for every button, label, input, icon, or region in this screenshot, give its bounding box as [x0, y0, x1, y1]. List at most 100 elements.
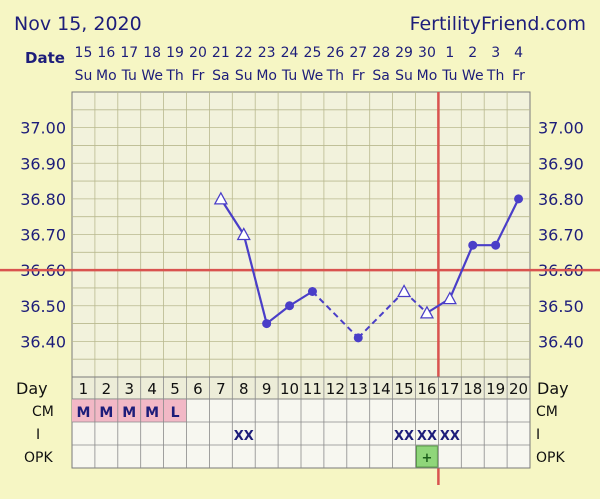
temperature-series	[213, 191, 524, 343]
date-label: 22	[235, 45, 253, 61]
cycle-day-number: 11	[303, 380, 322, 398]
temp-dashed-segment	[357, 290, 405, 339]
weekday-label: Tu	[121, 68, 137, 84]
y-tick-label-left: 37.00	[20, 119, 66, 138]
date-label: 3	[491, 45, 500, 61]
date-header: 15Su16Mo17Tu18We19Th20Fr21Sa22Su23Mo24Tu…	[75, 45, 526, 84]
cycle-day-number: 4	[147, 380, 157, 398]
date-label: 26	[326, 45, 344, 61]
weekday-label: Mo	[417, 68, 438, 84]
weekday-label: Th	[486, 68, 504, 84]
date-label: 15	[75, 45, 93, 61]
y-tick-label-right: 36.90	[538, 154, 584, 173]
cm-cell	[72, 399, 95, 422]
temp-line-segment	[265, 304, 291, 325]
cycle-day-number: 8	[239, 380, 249, 398]
y-tick-label-right: 36.80	[538, 190, 584, 209]
temp-line-segment	[219, 198, 245, 236]
cm-cell	[117, 399, 141, 422]
weekday-label: We	[141, 68, 163, 84]
weekday-label: Mo	[256, 68, 277, 84]
date-label: 1	[445, 45, 454, 61]
y-tick-label-right: 37.00	[538, 119, 584, 138]
temp-line-segment	[242, 234, 268, 324]
date-label: 18	[143, 45, 161, 61]
intercourse-label: XX	[417, 429, 437, 444]
opk-row-label-left: OPK	[24, 450, 53, 466]
cm-row-label-left: CM	[32, 404, 54, 420]
weekday-label: Sa	[212, 68, 229, 84]
weekday-label: Su	[75, 68, 93, 84]
temp-line-segment	[494, 198, 520, 246]
temp-point	[514, 194, 524, 204]
site-name: FertilityFriend.com	[410, 13, 586, 35]
chart-date: Nov 15, 2020	[14, 13, 142, 35]
cm-label: M	[122, 405, 136, 421]
i-row-label-right: I	[536, 427, 540, 443]
weekday-label: Su	[395, 68, 413, 84]
day-row-label-right: Day	[537, 379, 569, 398]
y-tick-label-left: 36.90	[20, 154, 66, 173]
weekday-label: Fr	[512, 68, 525, 84]
cycle-day-number: 9	[262, 380, 272, 398]
temp-point	[262, 319, 272, 329]
cm-label: M	[145, 405, 159, 421]
weekday-label: Th	[326, 68, 344, 84]
temp-point-open	[442, 291, 457, 305]
cycle-day-number: 7	[216, 380, 226, 398]
opk-row-label-right: OPK	[536, 450, 565, 466]
temp-point	[353, 333, 363, 343]
cycle-day-number: 17	[440, 380, 459, 398]
temp-line-segment	[448, 244, 474, 300]
cycle-day-number: 18	[463, 380, 482, 398]
temp-point	[285, 301, 295, 311]
cycle-day-number: 19	[486, 380, 505, 398]
date-label: 25	[304, 45, 322, 61]
date-label: 4	[514, 45, 523, 61]
y-tick-label-right: 36.40	[538, 332, 584, 351]
cm-row-label-right: CM	[536, 404, 558, 420]
cycle-day-number: 5	[170, 380, 180, 398]
date-label: 28	[372, 45, 390, 61]
date-label: 17	[120, 45, 138, 61]
date-label: 21	[212, 45, 230, 61]
temp-point-open	[396, 284, 412, 298]
weekday-label: Sa	[372, 68, 389, 84]
cycle-day-number: 15	[395, 380, 414, 398]
y-axis-ticks: 37.00 37.00 36.90 36.90 36.80 36.80 36.70 36.70…	[20, 119, 584, 352]
y-tick-label-left: 36.40	[20, 332, 66, 351]
temp-point-open	[213, 191, 228, 205]
date-label: 30	[418, 45, 436, 61]
grid-lines	[72, 92, 530, 377]
intercourse-label: XX	[234, 429, 254, 444]
cm-cell	[163, 399, 187, 422]
cycle-day-number: 10	[280, 380, 299, 398]
date-label: 2	[468, 45, 477, 61]
date-label: 27	[349, 45, 367, 61]
date-label: 24	[281, 45, 299, 61]
date-label: 29	[395, 45, 413, 61]
cycle-day-number: 13	[349, 380, 368, 398]
weekday-label: Mo	[96, 68, 117, 84]
temp-point	[307, 287, 317, 296]
cm-label: M	[99, 405, 113, 421]
cycle-day-number: 20	[509, 380, 528, 398]
date-label: 16	[97, 45, 115, 61]
cycle-day-number: 2	[102, 380, 112, 398]
cycle-day-number: 16	[417, 380, 436, 398]
cycle-day-number: 14	[372, 380, 391, 398]
opk-positive-cell	[416, 445, 438, 468]
i-row-label-left: I	[36, 427, 40, 443]
date-label: 20	[189, 45, 207, 61]
intercourse-label: XX	[394, 429, 414, 444]
cm-cell	[140, 399, 164, 422]
weekday-label: Fr	[352, 68, 365, 84]
cycle-day-number: 6	[193, 380, 203, 398]
y-tick-label-left: 36.50	[20, 297, 66, 316]
temp-point	[468, 240, 478, 250]
weekday-label: Tu	[281, 68, 297, 84]
temp-point-open	[419, 305, 435, 319]
y-tick-label-right: 36.50	[538, 297, 584, 316]
opk-label: +	[421, 451, 432, 466]
